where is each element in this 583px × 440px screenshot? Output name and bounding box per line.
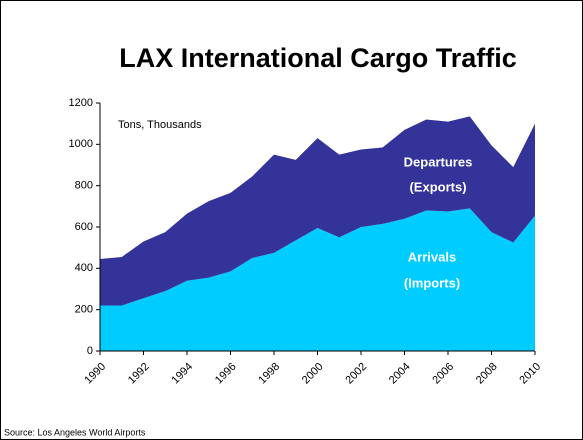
annotation: Tons, Thousands: [118, 119, 202, 131]
y-tick-label: 600: [75, 221, 93, 233]
series-label: (Imports): [404, 275, 460, 290]
series-label: Arrivals: [408, 249, 456, 264]
area: [100, 208, 535, 351]
series-label: (Exports): [409, 179, 466, 194]
y-tick-label: 800: [75, 180, 93, 192]
y-tick-label: 200: [75, 304, 93, 316]
area: [100, 116, 535, 306]
y-tick-label: 400: [75, 262, 93, 274]
series-label: Departures: [404, 154, 473, 169]
y-tick-label: 1200: [69, 97, 93, 109]
source: Source: Los Angeles World Airports: [4, 427, 146, 437]
y-tick-label: 0: [87, 345, 93, 357]
y-tick-label: 1000: [69, 138, 93, 150]
chart-title: LAX International Cargo Traffic: [119, 43, 517, 73]
